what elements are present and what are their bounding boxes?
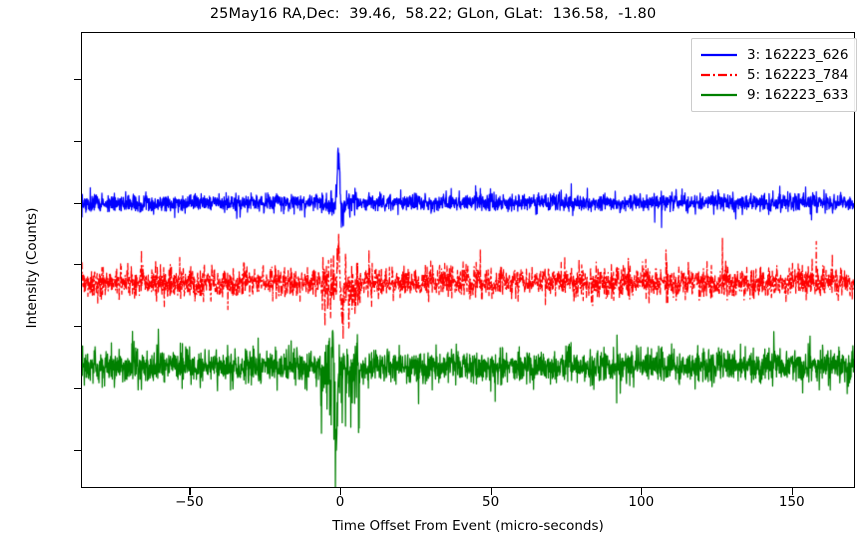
y-tick-mark xyxy=(74,140,81,142)
x-tick-mark xyxy=(641,488,643,495)
legend-entry: 5: 162223_784 xyxy=(700,65,848,85)
x-tick-label: 50 xyxy=(481,494,500,510)
legend-label: 9: 162223_633 xyxy=(747,87,849,103)
y-tick-mark xyxy=(74,264,81,266)
y-tick-mark xyxy=(74,449,81,451)
x-axis-label: Time Offset From Event (micro-seconds) xyxy=(332,518,604,534)
legend-line-icon xyxy=(700,88,738,102)
legend-entry: 9: 162223_633 xyxy=(700,85,848,105)
legend-label: 3: 162223_626 xyxy=(747,47,849,63)
legend-entry: 3: 162223_626 xyxy=(700,45,848,65)
y-tick-mark xyxy=(74,326,81,328)
page-title: 25May16 RA,Dec: 39.46, 58.22; GLon, GLat… xyxy=(209,6,657,22)
x-tick-mark xyxy=(189,488,191,495)
x-tick-mark xyxy=(490,488,492,495)
y-tick-mark xyxy=(74,202,81,204)
x-tick-label: 100 xyxy=(628,494,655,510)
x-tick-mark xyxy=(340,488,342,495)
y-axis-label: Intensity (Counts) xyxy=(24,207,40,329)
y-tick-mark xyxy=(74,387,81,389)
y-tick-mark xyxy=(74,78,81,81)
legend-label: 5: 162223_784 xyxy=(747,67,849,83)
x-tick-label: −50 xyxy=(175,494,204,510)
x-tick-label: 0 xyxy=(335,494,345,510)
legend-line-icon xyxy=(700,68,738,82)
legend-line-icon xyxy=(700,48,738,62)
x-tick-mark xyxy=(791,488,793,495)
chart-legend: 3: 162223_626 5: 162223_784 9: 162223_633 xyxy=(691,38,858,112)
x-tick-label: 150 xyxy=(778,494,805,510)
